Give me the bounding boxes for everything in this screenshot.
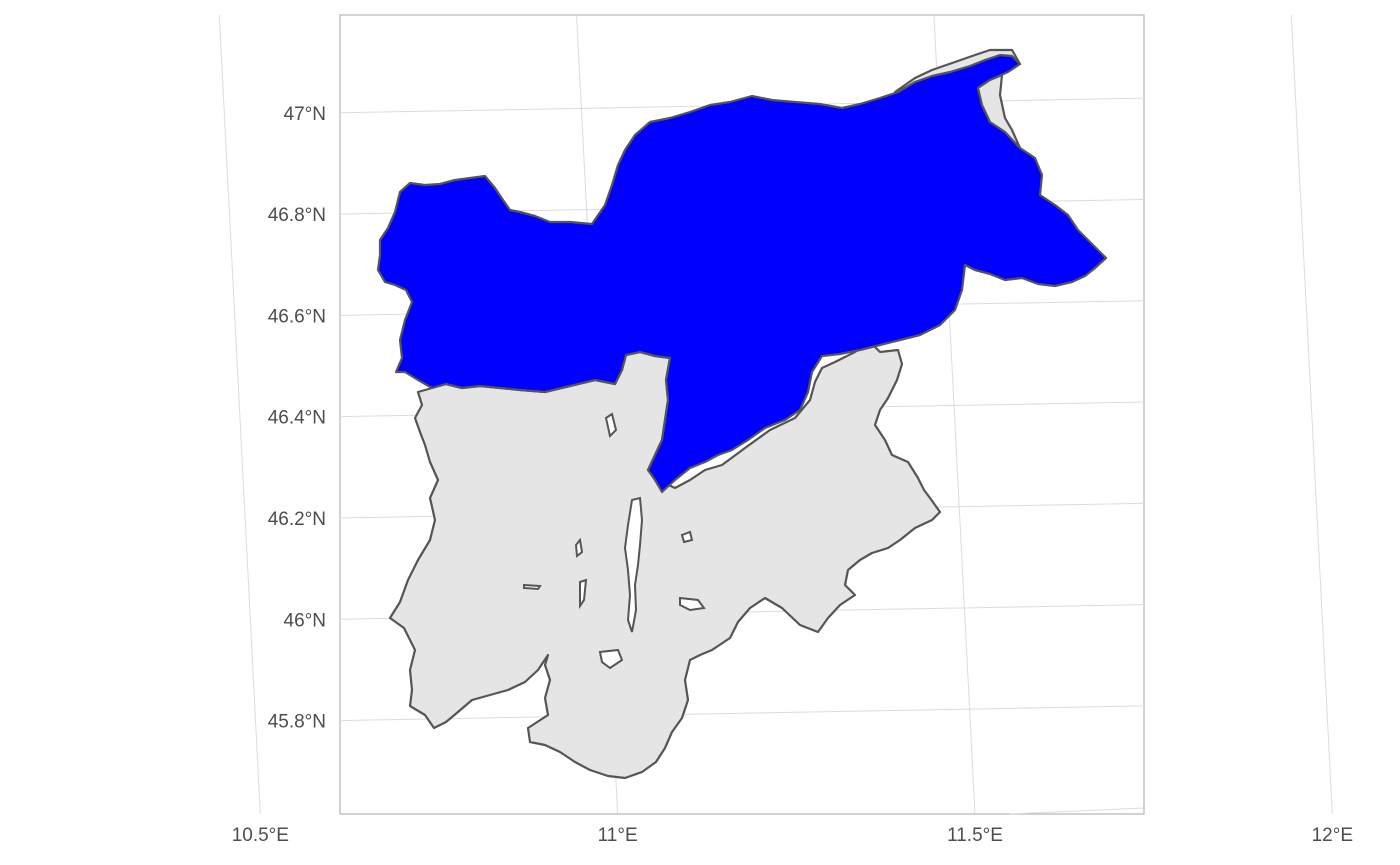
latitude-tick-label: 46.4°N	[268, 408, 326, 429]
longitude-tick-label: 11.5°E	[947, 825, 1003, 846]
longitude-tick-label: 11°E	[598, 825, 638, 846]
latitude-tick-label: 47°N	[284, 104, 326, 125]
lake-small-7	[680, 530, 694, 544]
region-south-tyrol[interactable]	[376, 53, 1108, 494]
latitude-tick-label: 46.2°N	[268, 509, 326, 530]
lake-small-3	[523, 583, 542, 591]
longitude-tick-label: 12°E	[1312, 825, 1353, 846]
border-fringe-east	[976, 73, 1022, 150]
graticule-line-lat	[339, 705, 1145, 722]
latitude-tick-label: 45.8°N	[268, 712, 326, 733]
latitude-axis-labels: 47°N 46.8°N 46.6°N 46.4°N 46.2°N 46°N 45.8°N	[268, 104, 326, 733]
lake-small-5	[579, 578, 588, 610]
border-fringe-north	[893, 48, 1022, 94]
longitude-tick-label: 10.5°E	[232, 825, 289, 846]
latitude-tick-label: 46.8°N	[268, 205, 326, 226]
latitude-tick-label: 46°N	[284, 610, 326, 631]
longitude-axis-labels: 10.5°E11°E11.5°E12°E12.5°E	[232, 825, 1353, 846]
region-trentino[interactable]	[388, 340, 942, 780]
lake-small-6	[604, 412, 618, 438]
latitude-tick-label: 46.6°N	[268, 306, 326, 327]
graticule-line-lon	[218, 14, 261, 815]
graticule-line-lat	[1009, 807, 1145, 815]
lake-small-1	[679, 596, 706, 612]
lake-garda-north	[623, 496, 644, 633]
graticule-line-lon	[1290, 14, 1333, 815]
lake-small-4	[574, 537, 584, 558]
lake-small-2	[598, 648, 624, 670]
panel-border	[339, 14, 1145, 815]
